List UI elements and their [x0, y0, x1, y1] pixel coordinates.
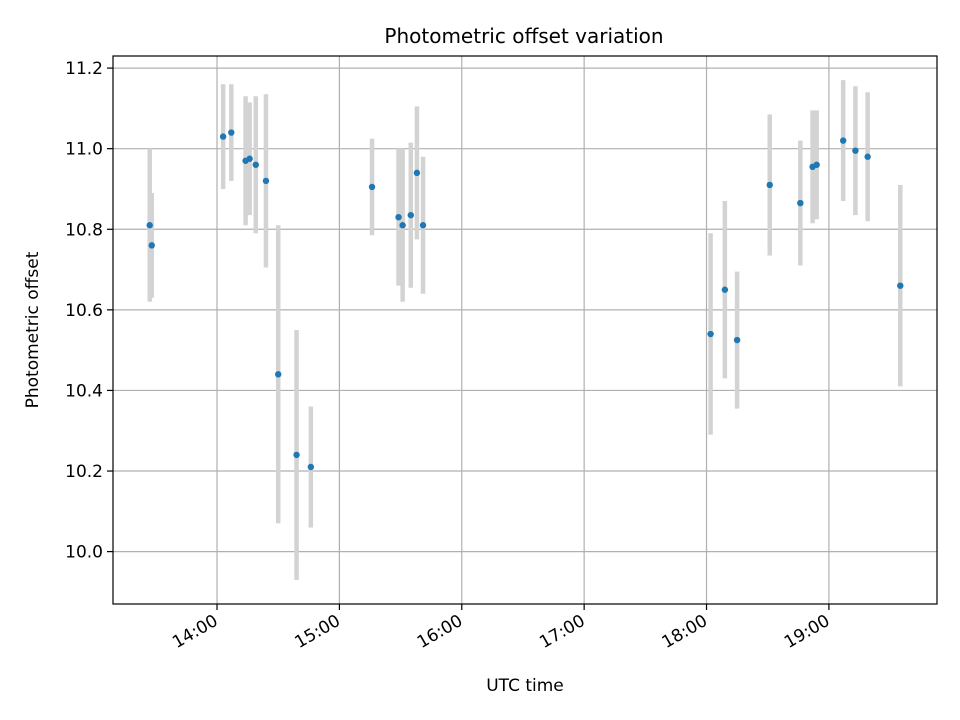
plot-frame — [112, 55, 938, 605]
data-point — [252, 161, 259, 168]
data-point — [293, 451, 300, 459]
data-point — [413, 169, 421, 177]
data-point — [813, 161, 820, 168]
data-point — [246, 155, 253, 162]
x-tick-label: 15:00 — [291, 611, 343, 653]
data-point — [219, 133, 227, 140]
data-point — [864, 153, 871, 160]
data-point — [395, 213, 402, 221]
data-point-group — [146, 129, 904, 471]
data-point — [766, 181, 773, 189]
chart-title: Photometric offset variation — [384, 24, 663, 48]
data-point — [897, 282, 904, 289]
x-tick-label: 17:00 — [536, 611, 588, 653]
data-point — [146, 222, 153, 229]
y-tick-label: 10.6 — [65, 301, 103, 321]
data-point — [275, 371, 282, 378]
x-tick-label: 14:00 — [169, 611, 221, 653]
data-point — [419, 222, 427, 229]
y-tick-label: 11.0 — [65, 140, 103, 160]
errorbar-group — [147, 80, 903, 580]
data-point — [707, 330, 714, 338]
y-tick-label: 10.2 — [65, 462, 103, 482]
y-axis: 10.0 10.2 10.4 10.6 10.8 11.0 11.2 — [65, 59, 113, 563]
y-tick-label: 10.4 — [65, 381, 103, 401]
y-tick-label: 10.8 — [65, 220, 103, 240]
data-point — [307, 463, 315, 471]
data-point — [839, 137, 847, 144]
x-tick-label: 16:00 — [414, 611, 466, 653]
data-point — [407, 211, 414, 219]
data-point — [228, 129, 235, 136]
x-tick-label: 18:00 — [659, 611, 711, 653]
data-point — [721, 286, 729, 293]
y-tick-label: 11.2 — [65, 59, 103, 79]
data-point — [797, 199, 804, 207]
y-tick-label: 10.0 — [65, 543, 103, 563]
x-tick-label: 19:00 — [781, 611, 833, 653]
data-point — [733, 336, 741, 344]
y-axis-title: Photometric offset — [23, 251, 43, 408]
data-point — [852, 147, 859, 154]
data-point — [368, 183, 376, 191]
data-point — [148, 242, 155, 249]
x-axis-title: UTC time — [486, 676, 564, 696]
data-point — [399, 222, 406, 229]
x-axis: 14:00 15:00 16:00 17:00 18:00 19:00 — [169, 604, 833, 653]
data-point — [262, 177, 270, 185]
